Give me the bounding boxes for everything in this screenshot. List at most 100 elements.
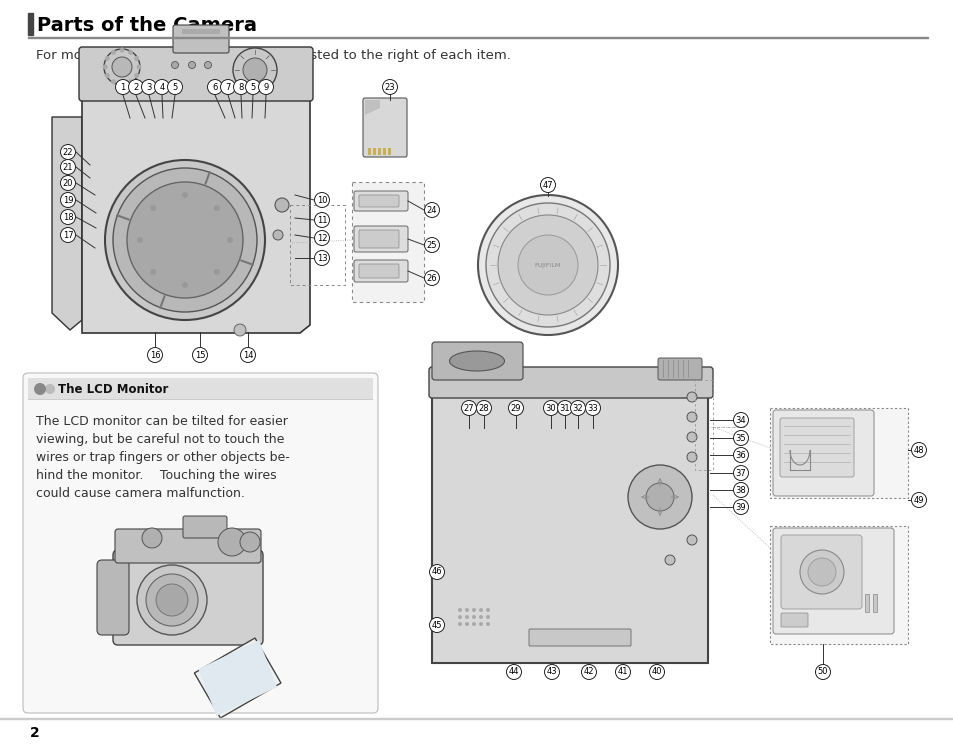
Circle shape: [273, 230, 283, 240]
Circle shape: [112, 168, 256, 312]
Circle shape: [60, 176, 75, 191]
FancyBboxPatch shape: [354, 226, 408, 252]
Text: The LCD monitor can be tilted for easier: The LCD monitor can be tilted for easier: [36, 415, 288, 428]
Circle shape: [60, 159, 75, 174]
Bar: [373, 148, 375, 155]
FancyBboxPatch shape: [358, 195, 398, 207]
Circle shape: [464, 615, 469, 619]
Bar: [28, 378, 373, 400]
Text: viewing, but be careful not to touch the: viewing, but be careful not to touch the: [36, 433, 284, 446]
Circle shape: [60, 192, 75, 207]
Text: 1: 1: [120, 82, 126, 91]
Text: 6: 6: [213, 82, 217, 91]
Circle shape: [733, 412, 748, 428]
FancyBboxPatch shape: [358, 264, 398, 278]
Circle shape: [461, 400, 476, 415]
Bar: [695, 380, 712, 470]
Circle shape: [464, 622, 469, 626]
Circle shape: [464, 608, 469, 612]
Circle shape: [477, 195, 618, 335]
Text: 13: 13: [316, 254, 327, 263]
Text: 28: 28: [478, 403, 489, 412]
Circle shape: [497, 215, 598, 315]
Circle shape: [45, 384, 55, 394]
Ellipse shape: [449, 351, 504, 371]
FancyBboxPatch shape: [432, 342, 522, 380]
Circle shape: [274, 198, 289, 212]
Text: 44: 44: [508, 667, 518, 676]
Circle shape: [245, 79, 260, 94]
Text: 14: 14: [242, 351, 253, 360]
Polygon shape: [82, 95, 310, 333]
Circle shape: [508, 400, 523, 415]
Text: 40: 40: [651, 667, 661, 676]
Circle shape: [686, 392, 697, 402]
Circle shape: [129, 79, 143, 94]
Circle shape: [314, 192, 329, 207]
Text: 43: 43: [546, 667, 557, 676]
Circle shape: [314, 230, 329, 245]
Text: 34: 34: [735, 415, 745, 425]
FancyBboxPatch shape: [172, 25, 229, 53]
Text: For more information, refer to the page listed to the right of each item.: For more information, refer to the page …: [36, 49, 511, 61]
Circle shape: [240, 532, 260, 552]
FancyBboxPatch shape: [429, 367, 712, 398]
Text: 36: 36: [735, 450, 745, 459]
Circle shape: [111, 50, 116, 55]
Circle shape: [686, 535, 697, 545]
FancyBboxPatch shape: [772, 410, 873, 496]
Circle shape: [243, 58, 267, 82]
Text: 47: 47: [542, 180, 553, 189]
Circle shape: [218, 528, 246, 556]
FancyBboxPatch shape: [658, 358, 701, 380]
Text: 46: 46: [432, 568, 442, 577]
Circle shape: [457, 622, 461, 626]
Circle shape: [476, 400, 491, 415]
Circle shape: [115, 79, 131, 94]
Circle shape: [457, 615, 461, 619]
Circle shape: [910, 492, 925, 507]
Circle shape: [910, 443, 925, 458]
Circle shape: [517, 235, 578, 295]
FancyBboxPatch shape: [112, 550, 263, 645]
Text: wires or trap fingers or other objects be-: wires or trap fingers or other objects b…: [36, 451, 290, 464]
Text: 2: 2: [30, 726, 40, 740]
Text: 42: 42: [583, 667, 594, 676]
Circle shape: [733, 447, 748, 462]
Text: 30: 30: [545, 403, 556, 412]
Circle shape: [105, 56, 110, 61]
Text: 16: 16: [150, 351, 160, 360]
Text: 41: 41: [618, 667, 628, 676]
Circle shape: [111, 79, 116, 85]
Circle shape: [800, 550, 843, 594]
Bar: [290, 205, 345, 285]
Text: 45: 45: [432, 621, 442, 630]
Polygon shape: [194, 638, 281, 718]
Circle shape: [485, 608, 490, 612]
FancyBboxPatch shape: [23, 373, 377, 713]
Text: 32: 32: [572, 403, 582, 412]
Circle shape: [134, 56, 139, 61]
Circle shape: [733, 500, 748, 515]
Bar: [382, 148, 386, 155]
Circle shape: [208, 79, 222, 94]
Circle shape: [506, 664, 521, 679]
FancyBboxPatch shape: [781, 613, 807, 627]
Polygon shape: [198, 640, 276, 716]
Circle shape: [472, 622, 476, 626]
Circle shape: [627, 465, 691, 529]
Bar: [0, 718, 953, 719]
Text: 12: 12: [316, 233, 327, 242]
Text: 4: 4: [159, 82, 165, 91]
Text: 15: 15: [194, 351, 205, 360]
Text: 3: 3: [146, 82, 152, 91]
Circle shape: [540, 177, 555, 192]
Text: 8: 8: [238, 82, 243, 91]
Text: 29: 29: [510, 403, 520, 412]
Text: 26: 26: [426, 274, 436, 283]
Circle shape: [220, 79, 235, 94]
Text: could cause camera malfunction.: could cause camera malfunction.: [36, 487, 245, 500]
Text: 21: 21: [63, 162, 73, 171]
Circle shape: [557, 400, 572, 415]
Circle shape: [733, 431, 748, 446]
